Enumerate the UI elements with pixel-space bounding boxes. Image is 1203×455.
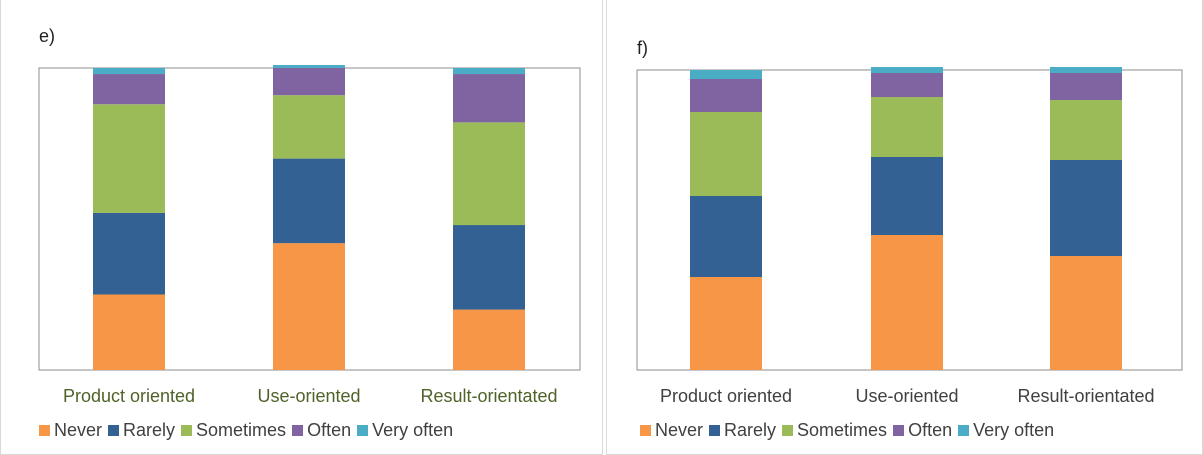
legend-swatch-never: [640, 425, 651, 436]
legend-label-never: Never: [655, 420, 703, 441]
bar-segment-rarely-3: [1050, 160, 1122, 256]
bar-segment-rarely-2: [273, 159, 345, 244]
bar-segment-very-often-1: [93, 68, 165, 74]
legend-label-very-often: Very often: [372, 420, 453, 441]
legend-swatch-rarely: [709, 425, 720, 436]
legend-label-rarely: Rarely: [123, 420, 175, 441]
legend-item-often: Often: [893, 420, 952, 441]
bar-segment-never-3: [1050, 256, 1122, 370]
legend-item-sometimes: Sometimes: [782, 420, 887, 441]
category-label-1: Product oriented: [660, 386, 792, 406]
bar-segment-often-1: [93, 74, 165, 104]
bar-segment-never-2: [871, 235, 943, 370]
category-label-3: Result-orientated: [1017, 386, 1154, 406]
legend-swatch-sometimes: [181, 425, 192, 436]
legend-item-very-often: Very often: [357, 420, 453, 441]
bar-segment-rarely-1: [93, 213, 165, 295]
bar-segment-sometimes-3: [453, 122, 525, 225]
bar-segment-very-often-3: [1050, 67, 1122, 73]
legend-swatch-sometimes: [782, 425, 793, 436]
legend-label-sometimes: Sometimes: [196, 420, 286, 441]
bar-segment-rarely-2: [871, 157, 943, 235]
category-label-3: Result-orientated: [420, 386, 557, 406]
category-label-1: Product oriented: [63, 386, 195, 406]
legend-swatch-often: [893, 425, 904, 436]
legend-item-often: Often: [292, 420, 351, 441]
chart-panel-f: f) Product oriented Use-oriented Result-or…: [606, 0, 1203, 455]
legend-swatch-never: [39, 425, 50, 436]
category-label-2: Use-oriented: [855, 386, 958, 406]
legend-label-never: Never: [54, 420, 102, 441]
legend-item-sometimes: Sometimes: [181, 420, 286, 441]
bar-segment-sometimes-3: [1050, 100, 1122, 160]
legend-swatch-very-often: [958, 425, 969, 436]
bar-segment-often-1: [690, 79, 762, 112]
legend-f: Never Rarely Sometimes Often Very often: [640, 420, 1060, 441]
stacked-bar-chart-f: Product oriented Use-oriented Result-orien…: [607, 0, 1202, 454]
bar-segment-never-2: [273, 243, 345, 370]
chart-panel-e: e) Product oriented Use-oriented Result-or…: [0, 0, 603, 455]
legend-swatch-often: [292, 425, 303, 436]
bar-segment-sometimes-1: [93, 104, 165, 213]
category-label-2: Use-oriented: [257, 386, 360, 406]
legend-e: Never Rarely Sometimes Often Very often: [39, 420, 459, 441]
legend-label-often: Often: [307, 420, 351, 441]
legend-item-rarely: Rarely: [709, 420, 776, 441]
legend-swatch-rarely: [108, 425, 119, 436]
legend-swatch-very-often: [357, 425, 368, 436]
bar-segment-never-3: [453, 310, 525, 370]
bar-segment-very-often-3: [453, 68, 525, 74]
bar-segment-very-often-1: [690, 70, 762, 79]
legend-label-very-often: Very often: [973, 420, 1054, 441]
bar-segment-rarely-3: [453, 225, 525, 310]
bar-segment-never-1: [690, 277, 762, 370]
legend-item-never: Never: [39, 420, 102, 441]
bar-segment-sometimes-2: [273, 95, 345, 158]
bar-segment-often-3: [453, 74, 525, 122]
legend-item-very-often: Very often: [958, 420, 1054, 441]
legend-item-rarely: Rarely: [108, 420, 175, 441]
bar-segment-very-often-2: [871, 67, 943, 73]
stacked-bar-chart-e: Product oriented Use-oriented Result-orien…: [1, 0, 602, 454]
bar-segment-often-2: [871, 73, 943, 97]
bar-segment-never-1: [93, 295, 165, 371]
bar-segment-very-often-2: [273, 65, 345, 68]
bar-segment-often-3: [1050, 73, 1122, 100]
bar-segment-sometimes-1: [690, 112, 762, 196]
legend-label-often: Often: [908, 420, 952, 441]
bar-segment-rarely-1: [690, 196, 762, 277]
bar-segment-sometimes-2: [871, 97, 943, 157]
legend-item-never: Never: [640, 420, 703, 441]
bar-segment-often-2: [273, 68, 345, 95]
legend-label-sometimes: Sometimes: [797, 420, 887, 441]
legend-label-rarely: Rarely: [724, 420, 776, 441]
